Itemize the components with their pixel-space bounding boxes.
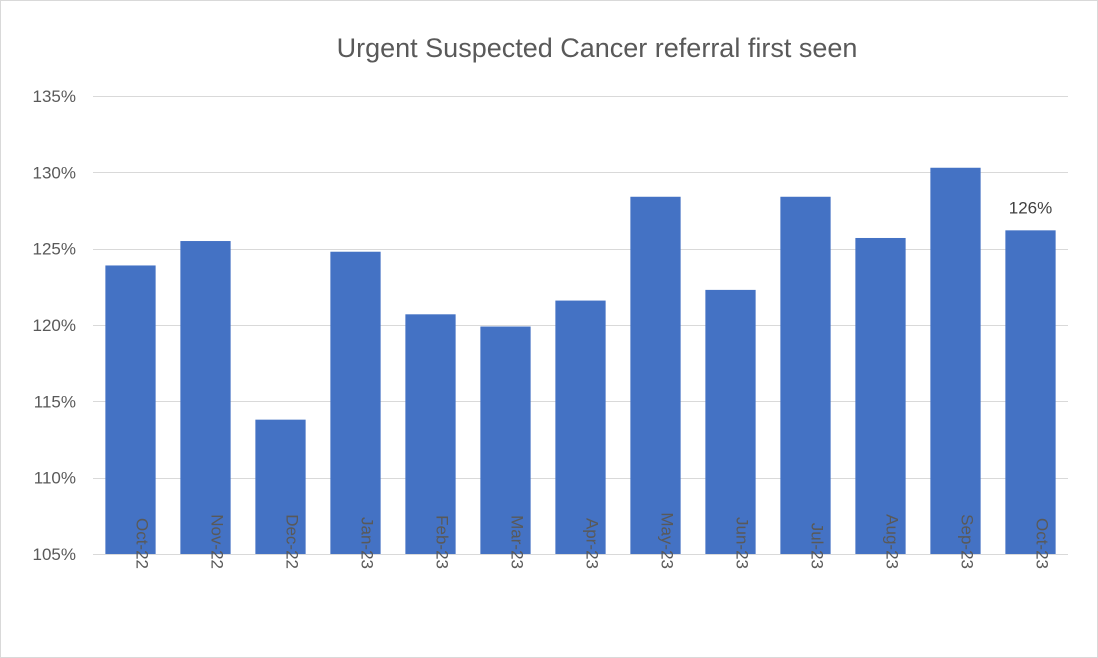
x-tick-label: Feb-23 [433, 515, 452, 569]
bar [330, 251, 381, 554]
x-tick-label: Jul-23 [808, 523, 827, 569]
bar [180, 241, 231, 555]
bar [1005, 230, 1056, 554]
x-tick-label: Aug-23 [883, 514, 902, 569]
x-tick-label: Jan-23 [358, 517, 377, 569]
x-tick-label: Sep-23 [958, 514, 977, 569]
chart-title: Urgent Suspected Cancer referral first s… [337, 33, 858, 63]
y-tick-label: 110% [34, 469, 76, 488]
bar [855, 237, 906, 555]
bar [630, 196, 681, 554]
bar [105, 265, 156, 554]
x-tick-label: Mar-23 [508, 515, 527, 569]
x-tick-label: May-23 [658, 512, 677, 569]
bar [405, 314, 456, 554]
x-tick-label: Nov-22 [208, 514, 227, 569]
data-label: 126% [1009, 198, 1052, 217]
bar [705, 289, 756, 554]
x-tick-label: Oct-23 [1033, 518, 1052, 569]
x-tick-label: Dec-22 [283, 514, 302, 569]
bars [105, 167, 1056, 555]
bar [555, 300, 606, 554]
bar [930, 167, 981, 554]
bar [480, 326, 531, 554]
x-tick-label: Apr-23 [583, 518, 602, 569]
x-axis-ticks: Oct-22 Nov-22 Dec-22 Jan-23 Feb-23 Mar-23 Apr-… [133, 512, 1052, 569]
bar [255, 419, 306, 554]
y-tick-label: 115% [34, 392, 76, 411]
y-tick-label: 135% [33, 87, 76, 106]
y-tick-label: 120% [33, 316, 76, 335]
x-tick-label: Jun-23 [733, 517, 752, 569]
bar [780, 196, 831, 554]
y-tick-label: 130% [33, 163, 76, 182]
y-tick-label: 105% [33, 545, 76, 564]
y-axis-ticks: 105% 110% 115% 120% 125% 130% 135% [33, 87, 76, 564]
data-labels: 126% [1009, 198, 1052, 217]
y-tick-label: 125% [33, 240, 76, 259]
x-tick-label: Oct-22 [133, 518, 152, 569]
